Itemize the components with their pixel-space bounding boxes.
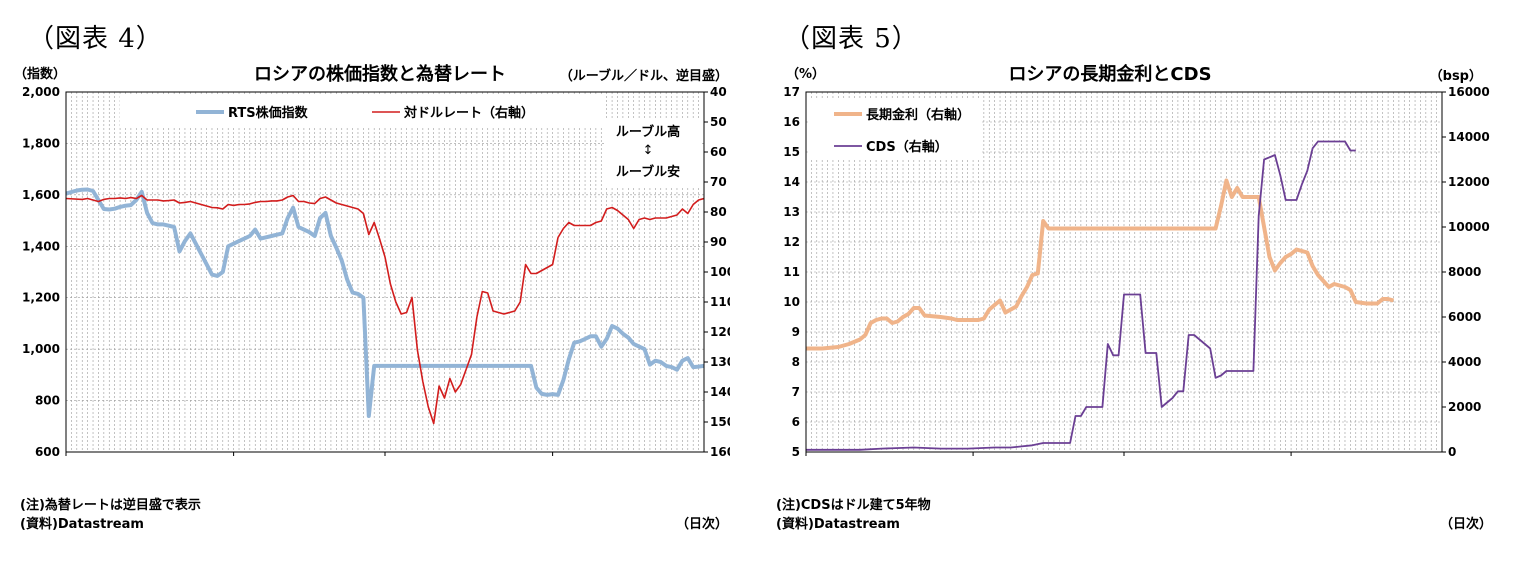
y-tick-label: 5 [792, 445, 800, 459]
y2-tick-label: 14000 [1448, 130, 1490, 144]
legend-box [810, 98, 980, 160]
y-tick-label: 1,600 [22, 188, 60, 202]
y-tick-label: 800 [35, 394, 60, 408]
rates-cds-chart: ロシアの長期金利とCDS （%） （bsp） 5 6 7 8 9 10 11 12 13 14 15… [783, 63, 1490, 460]
plot-frame [805, 91, 1443, 453]
y-tick-label: 12 [783, 235, 800, 249]
y-tick-label: 17 [783, 85, 800, 99]
figure-5-label: （図表 5） [784, 24, 919, 54]
x-tick-label: 22/2 [958, 459, 987, 460]
y2-axis-label: （bsp） [1430, 68, 1482, 84]
y2-tick-label: 40 [710, 85, 727, 99]
y2-tick-label: 140 [710, 385, 730, 399]
y2-tick-label: 100 [710, 265, 730, 279]
y-tick-label: 600 [35, 445, 60, 459]
y-tick-label: 2,000 [22, 85, 60, 99]
series-line [806, 140, 1356, 451]
x-tick-label: 22/4 [538, 459, 567, 460]
y-tick-label: 13 [783, 205, 800, 219]
y2-axis-label: （ルーブル／ドル、逆目盛） [560, 68, 728, 84]
y-axis-label: （%） [786, 66, 825, 82]
y2-tick-label: 12000 [1448, 175, 1490, 189]
annotation-arrow-icon: ↕ [643, 143, 654, 158]
legend-entry: CDS（右軸） [866, 139, 948, 155]
series-line [66, 187, 704, 418]
y-tick-label: 10 [783, 295, 800, 309]
plot-frame [65, 91, 705, 453]
figure-4-note: (注)為替レートは逆目盛で表示 [20, 498, 201, 513]
chart-title: ロシアの長期金利とCDS [1008, 63, 1211, 85]
figure-5-note: (注)CDSはドル建て5年物 [776, 498, 931, 513]
legend-entry: 対ドルレート（右軸） [403, 105, 534, 121]
x-tick-label: 22/3 [1109, 459, 1138, 460]
stock-fx-chart: ロシアの株価指数と為替レート （指数） （ルーブル／ドル、逆目盛） 600 800… [14, 63, 730, 460]
y-tick-label: 1,200 [22, 291, 60, 305]
y2-tick-label: 160 [710, 445, 730, 459]
y2-tick-label: 120 [710, 325, 730, 339]
x-tick-label: 22/1 [791, 459, 820, 460]
figure-4-source: (資料)Datastream [20, 517, 144, 532]
y2-tick-label: 4000 [1448, 355, 1481, 369]
chart-title: ロシアの株価指数と為替レート [254, 63, 506, 85]
y2-tick-label: 150 [710, 415, 730, 429]
y2-tick-label: 50 [710, 115, 727, 129]
figure-4-label: （図表 4） [28, 24, 163, 54]
x-tick-label: 22/1 [51, 459, 80, 460]
y-axis-label: （指数） [14, 66, 66, 82]
y2-tick-label: 6000 [1448, 310, 1481, 324]
y-tick-label: 11 [783, 265, 800, 279]
figure-4-x-unit: （日次） [676, 517, 729, 532]
x-tick-label: 22/3 [370, 459, 399, 460]
legend-entry: RTS株価指数 [228, 105, 309, 121]
y2-tick-label: 0 [1448, 445, 1456, 459]
annotation-ruble-strong: ルーブル高 [616, 124, 680, 140]
y-tick-label: 7 [792, 385, 800, 399]
y2-tick-label: 110 [710, 295, 730, 309]
y-tick-label: 8 [792, 355, 800, 369]
annotation-box [606, 120, 702, 186]
y-tick-label: 15 [783, 145, 800, 159]
y2-tick-label: 80 [710, 205, 727, 219]
y2-tick-label: 16000 [1448, 85, 1490, 99]
y-tick-label: 6 [792, 415, 800, 429]
y-tick-label: 14 [783, 175, 800, 189]
annotation-ruble-weak: ルーブル安 [616, 164, 680, 180]
y-tick-label: 1,400 [22, 239, 60, 253]
figure-5-x-unit: （日次） [1440, 517, 1493, 532]
series-line [806, 178, 1395, 351]
x-tick-label: 22/2 [219, 459, 248, 460]
figure-5-source: (資料)Datastream [776, 517, 900, 532]
y2-tick-label: 90 [710, 235, 727, 249]
y2-tick-label: 130 [710, 355, 730, 369]
x-tick-label: 22/4 [1276, 459, 1305, 460]
y-tick-label: 9 [792, 325, 800, 339]
y2-tick-label: 60 [710, 145, 727, 159]
y2-tick-label: 10000 [1448, 220, 1490, 234]
y-tick-label: 16 [783, 115, 800, 129]
legend-entry: 長期金利（右軸） [866, 107, 970, 123]
y-tick-label: 1,800 [22, 136, 60, 150]
y2-tick-label: 8000 [1448, 265, 1481, 279]
y-tick-label: 1,000 [22, 342, 60, 356]
series-line [66, 194, 704, 425]
y2-tick-label: 70 [710, 175, 727, 189]
y2-tick-label: 2000 [1448, 400, 1481, 414]
